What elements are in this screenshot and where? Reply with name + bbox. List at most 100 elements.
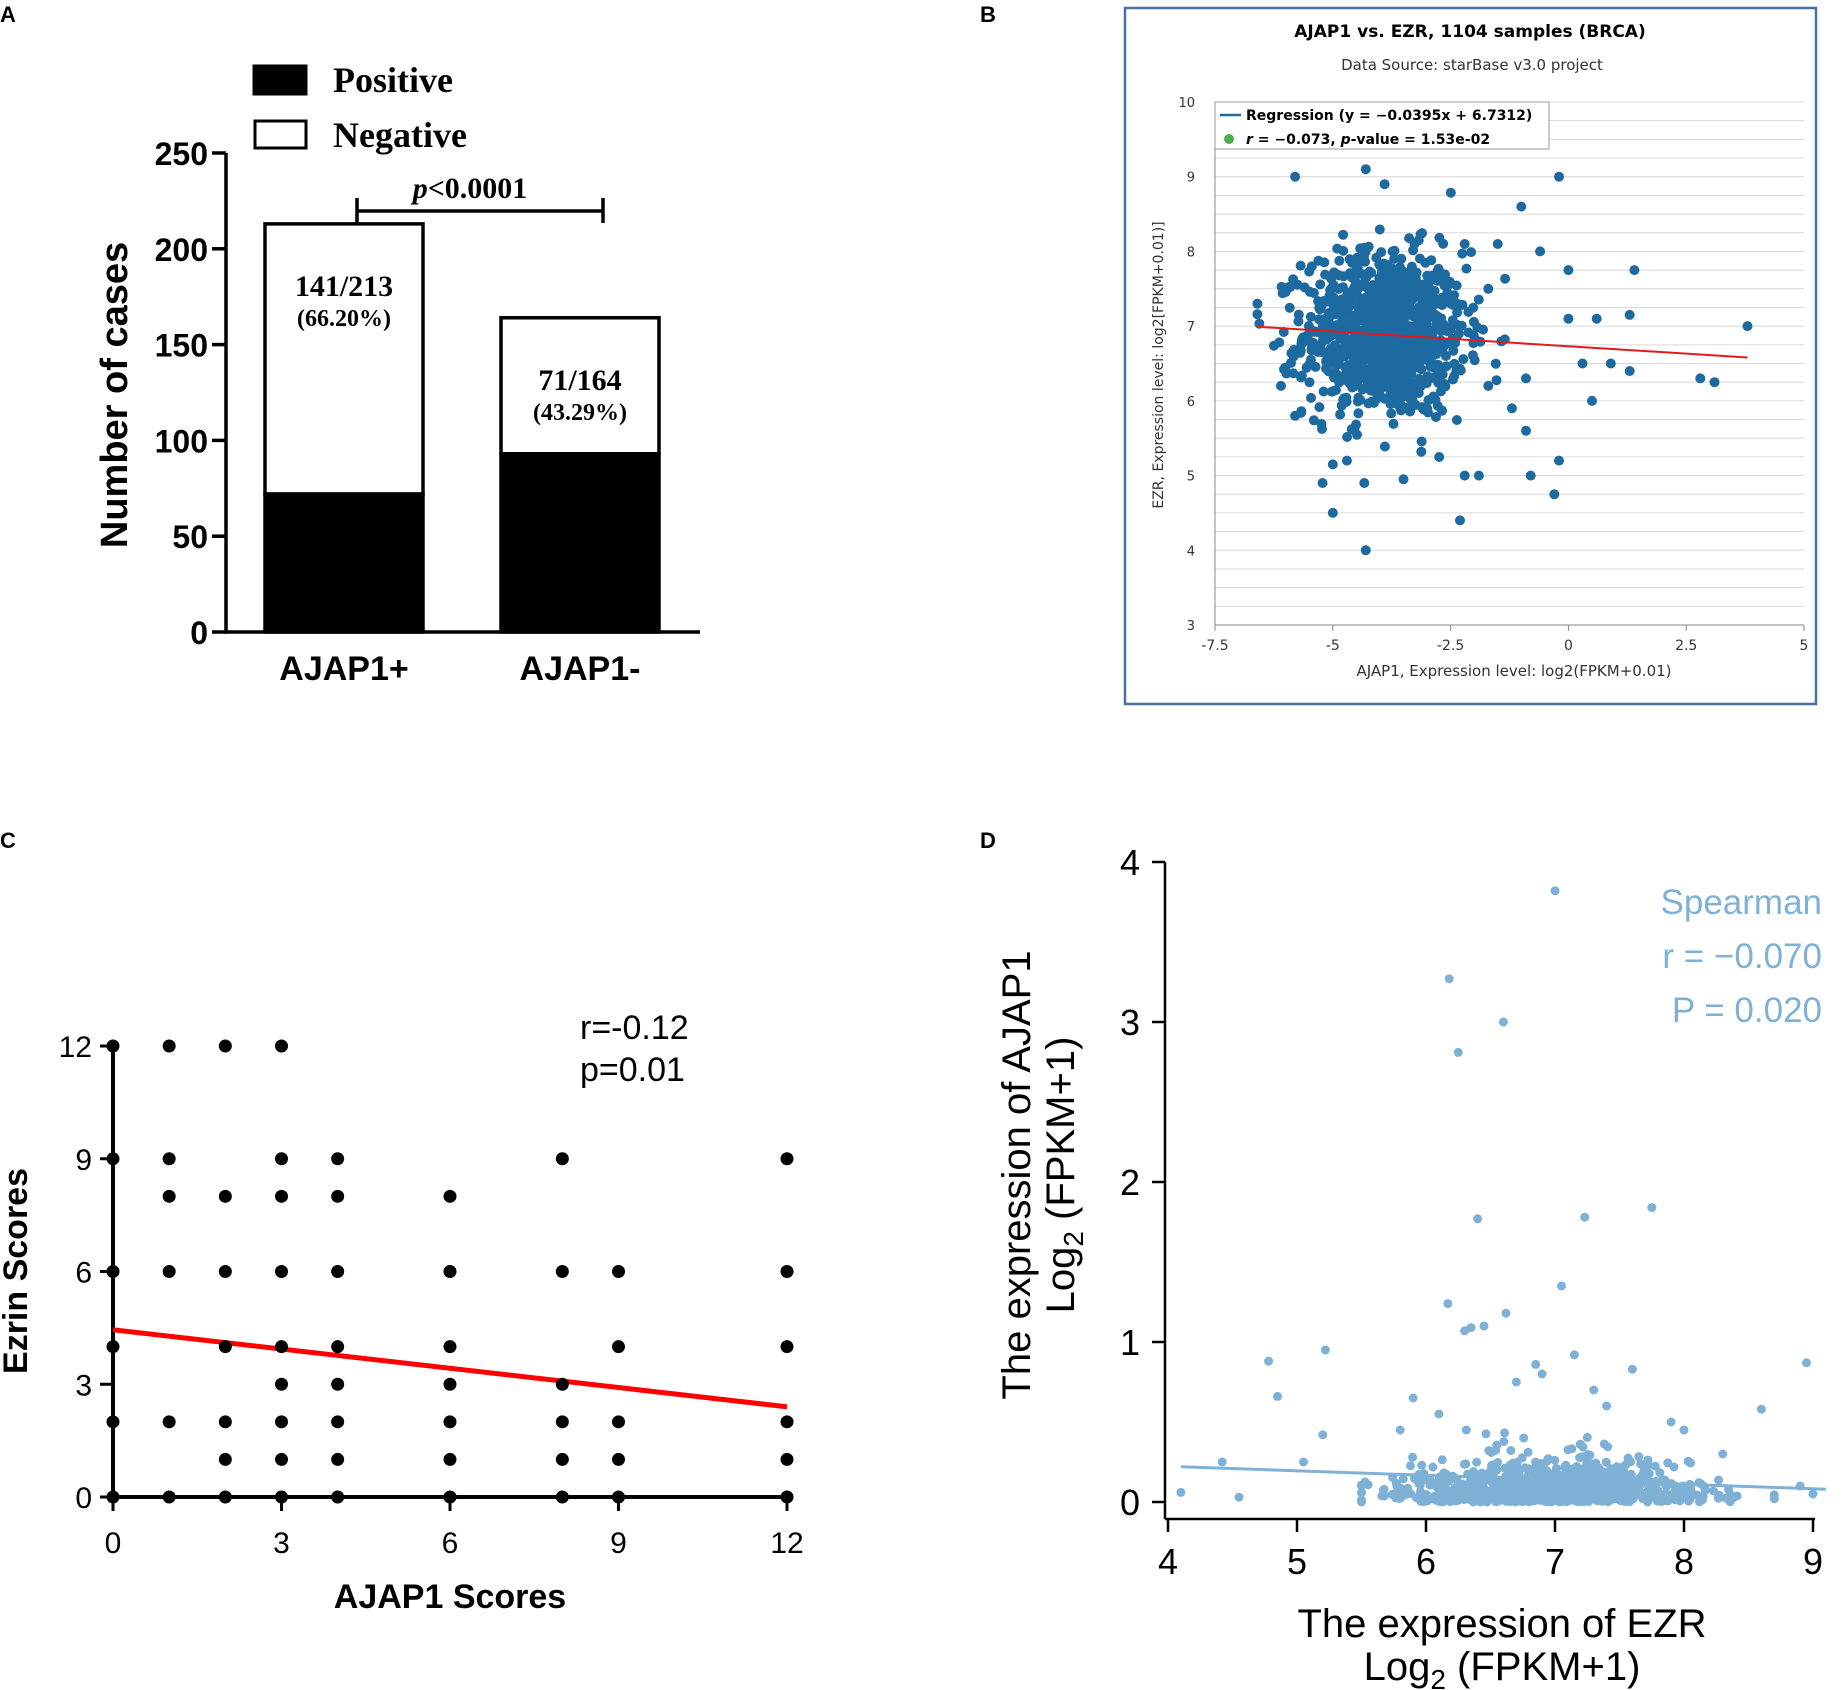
b-point — [1391, 352, 1401, 363]
c-x-tick-label-2: 6 — [442, 1527, 459, 1560]
b-legend-regression-label: Regression (y = −0.0395x + 6.7312) — [1246, 108, 1532, 124]
b-point — [1327, 309, 1338, 320]
a-bars: 141/213 (66.20%) 71/164 (43.29%) — [263, 222, 661, 634]
b-point — [1295, 260, 1306, 271]
d-point — [1802, 1358, 1811, 1368]
b-point — [1302, 335, 1313, 346]
b-x-tick-label-4: 2.5 — [1675, 638, 1697, 654]
b-point — [1554, 455, 1564, 466]
d-point — [1643, 1487, 1653, 1497]
d-regression-line — [1180, 1465, 1826, 1491]
b-point — [1445, 324, 1456, 335]
b-point — [1433, 263, 1444, 274]
b-point — [1473, 294, 1484, 305]
a-bar-fraction-0: 141/213 — [295, 270, 393, 303]
d-y-tick-label-4: 4 — [1120, 842, 1140, 883]
b-tick-labels: 3 4 5 6 7 8 9 10 -7.5 -5 -2.5 0 2.5 5 — [1178, 96, 1808, 654]
b-point — [1415, 381, 1426, 392]
d-point — [1499, 1492, 1509, 1502]
d-point — [1600, 1494, 1610, 1504]
b-point — [1400, 354, 1411, 365]
b-point — [1355, 243, 1366, 254]
c-y-axis-label: Ezrin Scores — [0, 1168, 35, 1374]
b-point — [1340, 394, 1351, 405]
c-point — [612, 1265, 625, 1278]
b-y-tick-label-0: 3 — [1187, 619, 1195, 634]
c-y-tick-label-4: 12 — [59, 1031, 92, 1064]
b-point — [1521, 425, 1531, 436]
b-point — [1385, 398, 1396, 409]
b-point — [1435, 362, 1446, 373]
b-point — [1587, 395, 1597, 406]
b-legend-stat-label: r = −0.073, p-value = 1.53e-02 — [1246, 132, 1490, 148]
b-point — [1709, 377, 1720, 388]
d-point — [1602, 1483, 1612, 1493]
d-point — [1769, 1490, 1779, 1500]
b-point — [1430, 371, 1441, 382]
b-point — [1416, 446, 1427, 457]
b-point — [1296, 372, 1307, 383]
b-point — [1320, 269, 1331, 280]
d-point — [1444, 974, 1454, 984]
d-point — [1627, 1364, 1637, 1374]
d-point — [1589, 1385, 1599, 1395]
d-point — [1495, 1486, 1505, 1495]
d-point — [1560, 1488, 1570, 1497]
c-stat-r: r=-0.12 — [580, 1009, 689, 1047]
b-point — [1318, 386, 1329, 397]
d-point — [1578, 1464, 1588, 1474]
b-point — [1321, 296, 1332, 307]
c-y-tick-label-3: 9 — [75, 1144, 92, 1177]
b-point — [1314, 402, 1325, 413]
d-point — [1450, 1491, 1460, 1500]
a-p-italic: p — [410, 172, 428, 205]
b-point — [1386, 408, 1397, 419]
c-point — [162, 1039, 176, 1053]
d-point — [1443, 1299, 1453, 1309]
d-point — [1419, 1497, 1429, 1507]
d-point — [1459, 1459, 1469, 1469]
b-point — [1349, 312, 1360, 323]
b-point — [1388, 385, 1399, 396]
d-point — [1501, 1308, 1511, 1318]
b-point — [1352, 429, 1362, 440]
b-point — [1340, 337, 1351, 348]
d-point — [1537, 1480, 1547, 1490]
b-point — [1506, 403, 1517, 414]
d-point — [1514, 1469, 1524, 1478]
b-point — [1445, 187, 1456, 198]
b-point — [1376, 277, 1387, 288]
d-point — [1417, 1460, 1427, 1470]
b-point — [1431, 310, 1442, 321]
b-point — [1410, 320, 1421, 331]
d-x-sub: 2 — [1430, 1664, 1446, 1690]
b-point — [1428, 334, 1438, 344]
c-point — [443, 1377, 457, 1391]
d-point — [1472, 1457, 1482, 1467]
d-point — [1631, 1483, 1641, 1493]
b-point — [1448, 345, 1459, 356]
d-point — [1718, 1449, 1728, 1459]
d-point — [1655, 1468, 1665, 1478]
c-point — [275, 1490, 288, 1504]
panel-letter-a: A — [0, 2, 16, 27]
b-point — [1404, 368, 1415, 379]
b-point — [1491, 375, 1502, 386]
c-point — [555, 1265, 569, 1278]
a-y-tick-label-3: 150 — [155, 328, 208, 364]
d-point — [1657, 1497, 1666, 1506]
c-point — [106, 1152, 120, 1166]
d-point — [1511, 1377, 1521, 1387]
c-point — [331, 1189, 345, 1203]
b-point — [1451, 280, 1462, 291]
d-x-axis-label-line1: The expression of EZR — [1297, 1602, 1706, 1646]
b-point — [1396, 373, 1407, 383]
d-stat-p: P = 0.020 — [1672, 991, 1822, 1030]
b-y-tick-label-7: 10 — [1178, 96, 1195, 111]
b-point — [1387, 246, 1398, 257]
b-point — [1366, 371, 1377, 382]
b-point — [1308, 415, 1319, 426]
b-point — [1335, 409, 1346, 420]
b-point — [1577, 358, 1588, 369]
b-point — [1334, 255, 1345, 266]
